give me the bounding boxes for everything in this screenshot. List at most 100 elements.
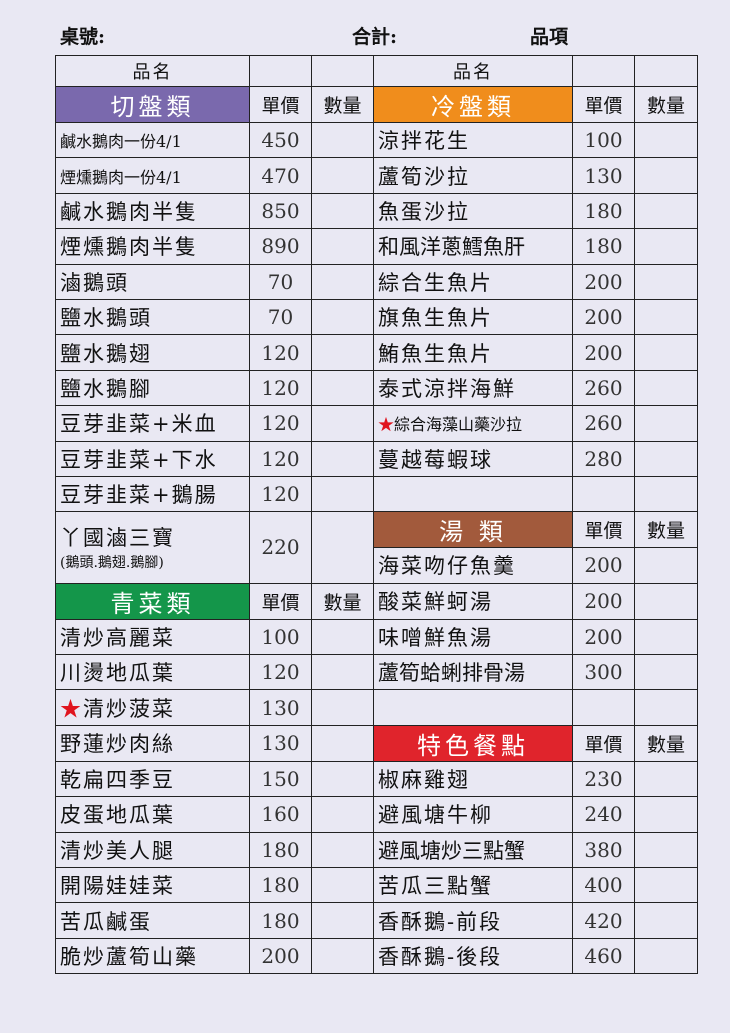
quantity-cell[interactable] xyxy=(634,298,698,336)
item-name-cell: 清炒高麗菜 xyxy=(55,618,250,656)
table-row: 丫國滷三寶 (鵝頭.鵝翅.鵝腳) 220 湯 類單價 數量 xyxy=(55,511,698,584)
item-name: 滷鵝頭 xyxy=(60,270,129,295)
quantity-cell[interactable] xyxy=(311,228,374,265)
quantity-cell[interactable] xyxy=(311,334,374,371)
quantity-cell[interactable] xyxy=(634,582,698,620)
item-price: 260 xyxy=(572,405,635,442)
item-name-cell: 避風塘牛柳 xyxy=(373,796,573,833)
item-name: 蘆筍蛤蜊排骨湯 xyxy=(378,661,525,686)
quantity-cell[interactable] xyxy=(311,405,374,442)
item-name: 鹹水鵝肉一份4/1 xyxy=(60,132,182,152)
item-name-cell: 豆芽韭菜+下水 xyxy=(55,440,250,477)
quantity-cell[interactable] xyxy=(634,937,698,975)
quantity-cell[interactable] xyxy=(311,475,374,513)
item-name-cell: 味噌鮮魚湯 xyxy=(373,618,573,656)
item-price: 150 xyxy=(249,760,312,798)
item-name: 鮪魚生魚片 xyxy=(378,341,493,366)
price-column-header: 單價 xyxy=(572,86,635,123)
quantity-cell[interactable] xyxy=(634,228,698,265)
item-price: 160 xyxy=(249,796,312,833)
item-name: 脆炒蘆筍山藥 xyxy=(60,945,198,969)
quantity-cell[interactable] xyxy=(634,263,698,300)
item-name-cell: 清炒美人腿 xyxy=(55,831,250,869)
item-name-cell: 蘆筍蛤蜊排骨湯 xyxy=(373,654,573,691)
item-name-cell: ★綜合海藻山藥沙拉 xyxy=(373,405,573,442)
item-name-cell: 開陽娃娃菜 xyxy=(55,867,250,904)
item-name-cell: 鹽水鵝翅 xyxy=(55,334,250,371)
item-price: 130 xyxy=(572,157,635,194)
price-column-header: 單價 xyxy=(572,724,635,762)
quantity-cell[interactable] xyxy=(634,157,698,194)
quantity-cell[interactable] xyxy=(634,547,698,584)
item-name: 鹹水鵝肉半隻 xyxy=(60,199,198,224)
table-row: 清炒高麗菜 100 味噌鮮魚湯 200 xyxy=(55,618,698,656)
item-name: 煙燻鵝肉一份4/1 xyxy=(60,167,182,187)
table-row: ★清炒菠菜 130 xyxy=(55,689,698,726)
quantity-cell[interactable] xyxy=(311,831,374,869)
blank-header xyxy=(572,55,635,87)
item-name: 苦瓜鹹蛋 xyxy=(60,909,152,934)
quantity-cell[interactable] xyxy=(311,654,374,691)
item-name-cell: 鹹水鵝肉半隻 xyxy=(55,192,250,230)
quantity-cell[interactable] xyxy=(634,334,698,371)
quantity-cell[interactable] xyxy=(634,369,698,407)
quantity-cell[interactable] xyxy=(634,192,698,230)
price-column-header: 單價 xyxy=(249,86,312,123)
quantity-cell[interactable] xyxy=(311,263,374,300)
item-name-cell: 酸菜鮮蚵湯 xyxy=(373,582,573,620)
quantity-cell[interactable] xyxy=(311,689,374,726)
item-price: 70 xyxy=(249,263,312,300)
item-price: 180 xyxy=(572,228,635,265)
item-name-cell: 乾扁四季豆 xyxy=(55,760,250,798)
quantity-cell[interactable] xyxy=(634,867,698,904)
item-name: 涼拌花生 xyxy=(378,129,470,154)
quantity-cell[interactable] xyxy=(311,298,374,336)
quantity-cell[interactable] xyxy=(634,760,698,798)
quantity-cell[interactable] xyxy=(634,440,698,477)
quantity-cell[interactable] xyxy=(634,405,698,442)
quantity-cell[interactable] xyxy=(311,867,374,904)
header-row: 品名 品名 xyxy=(55,55,698,87)
item-name-cell: 和風洋蔥鱈魚肝 xyxy=(373,228,573,265)
blank-header xyxy=(311,55,374,87)
item-price: 200 xyxy=(572,334,635,371)
qty-column-header: 數量 xyxy=(311,582,374,620)
item-name-cell: 蔓越莓蝦球 xyxy=(373,440,573,477)
item-price: 230 xyxy=(572,760,635,798)
quantity-cell[interactable] xyxy=(311,511,374,584)
item-name-cell: 鹽水鵝腳 xyxy=(55,369,250,407)
item-price: 890 xyxy=(249,228,312,265)
quantity-cell[interactable] xyxy=(634,902,698,939)
quantity-cell[interactable] xyxy=(634,831,698,869)
quantity-cell[interactable] xyxy=(634,121,698,159)
item-name-cell: 丫國滷三寶 (鵝頭.鵝翅.鵝腳) xyxy=(55,511,250,584)
quantity-cell[interactable] xyxy=(311,121,374,159)
name-column-header: 品名 xyxy=(373,55,573,87)
quantity-cell[interactable] xyxy=(634,796,698,833)
item-name: 清炒高麗菜 xyxy=(60,625,175,650)
quantity-cell[interactable] xyxy=(634,618,698,656)
category-header: 青菜類 xyxy=(55,582,250,620)
item-name: 川燙地瓜葉 xyxy=(60,661,175,686)
table-row: 鹽水鵝翅 120 鮪魚生魚片 200 xyxy=(55,334,698,371)
quantity-cell[interactable] xyxy=(311,157,374,194)
item-name: 蔓越莓蝦球 xyxy=(378,447,493,472)
quantity-cell[interactable] xyxy=(634,654,698,691)
quantity-cell[interactable] xyxy=(311,902,374,939)
quantity-cell[interactable] xyxy=(311,369,374,407)
item-name: 皮蛋地瓜葉 xyxy=(60,803,175,828)
table-row: 鹽水鵝頭 70 旗魚生魚片 200 xyxy=(55,298,698,336)
quantity-cell[interactable] xyxy=(311,760,374,798)
item-name: 鹽水鵝腳 xyxy=(60,376,152,401)
quantity-cell[interactable] xyxy=(311,618,374,656)
quantity-cell[interactable] xyxy=(311,192,374,230)
quantity-cell[interactable] xyxy=(311,440,374,477)
table-row: 豆芽韭菜+鵝腸 120 xyxy=(55,475,698,513)
item-price: 850 xyxy=(249,192,312,230)
quantity-cell[interactable] xyxy=(311,724,374,762)
item-name: 豆芽韭菜+下水 xyxy=(60,447,218,472)
quantity-cell[interactable] xyxy=(311,937,374,975)
item-name-cell: 豆芽韭菜+鵝腸 xyxy=(55,475,250,513)
quantity-cell[interactable] xyxy=(311,796,374,833)
table-row: 皮蛋地瓜葉 160 避風塘牛柳 240 xyxy=(55,796,698,833)
